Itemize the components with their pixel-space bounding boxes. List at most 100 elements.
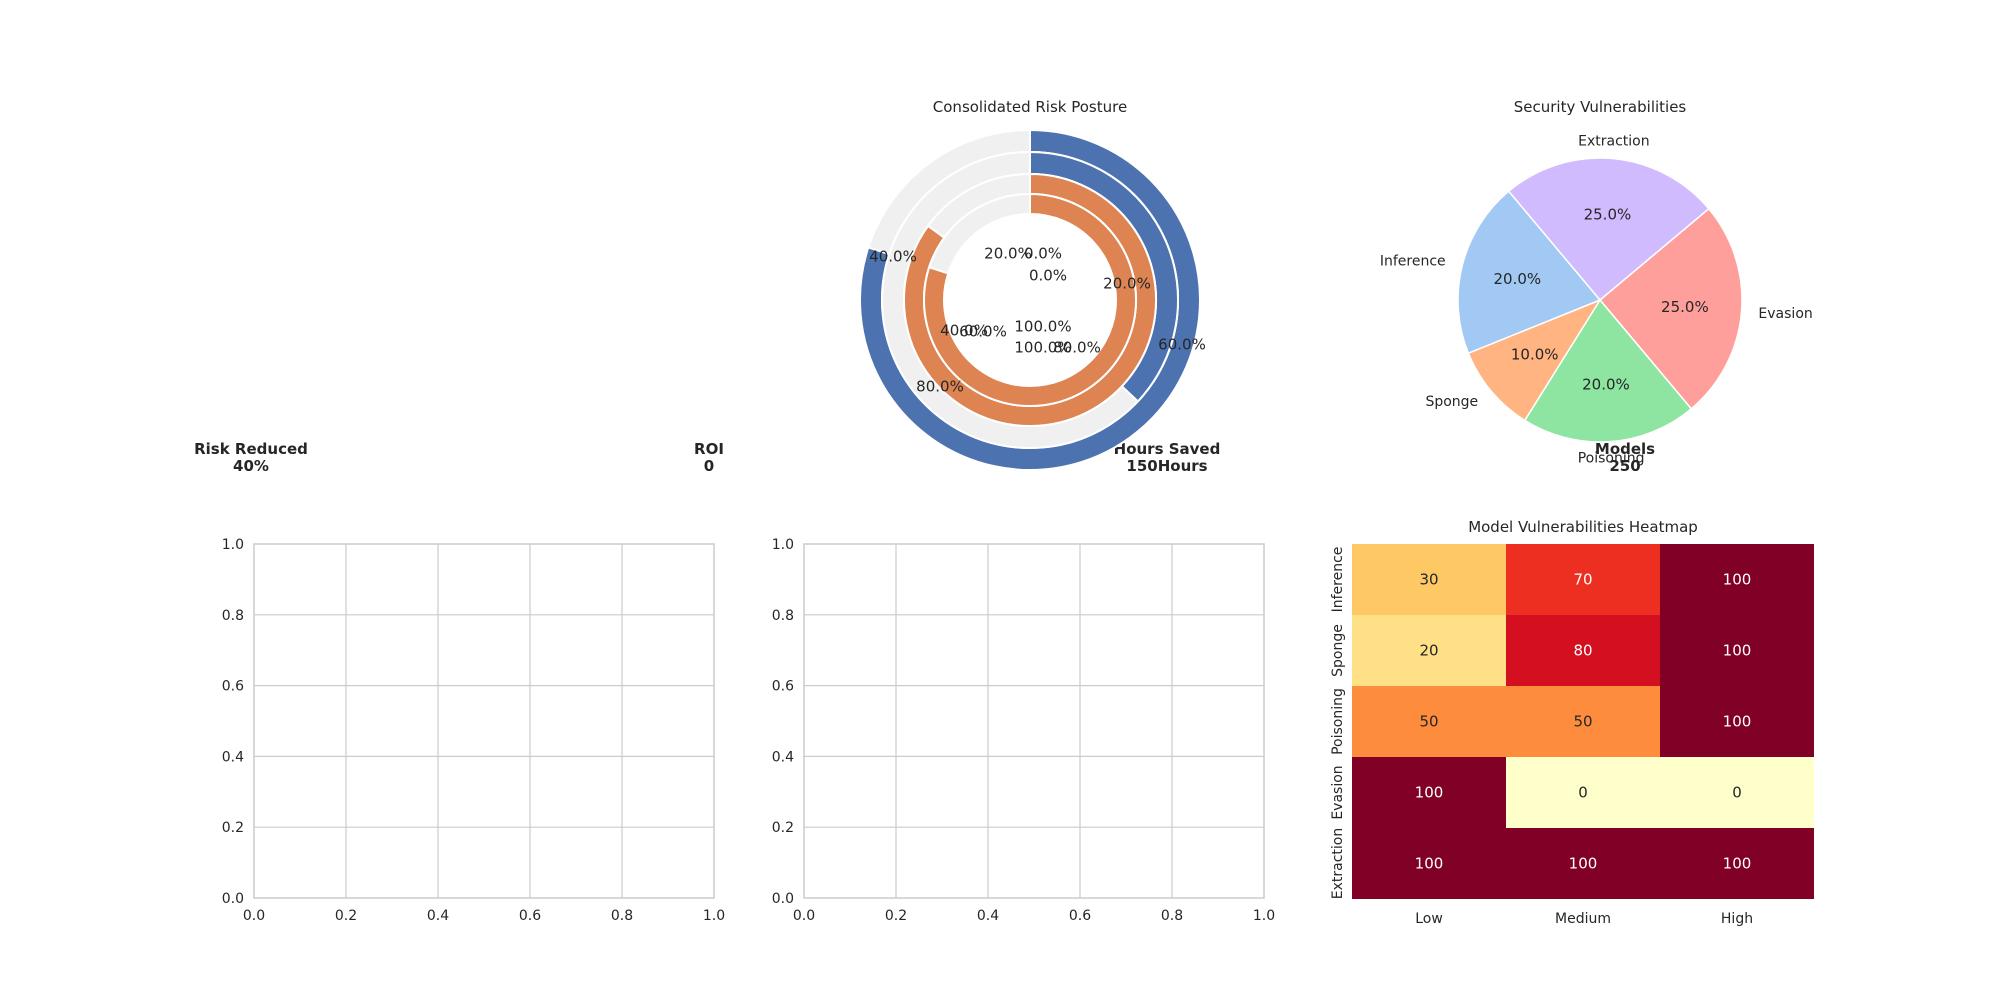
heatmap-cell-value: 100 [1569, 855, 1598, 873]
heatmap-column-label: High [1721, 911, 1753, 927]
heatmap-cell [1352, 544, 1506, 615]
y-tick-label: 0.6 [772, 679, 794, 695]
heatmap-column-label: Low [1415, 911, 1443, 927]
kpi-label: Models [1594, 440, 1656, 458]
tick-label: 40.0% [940, 322, 988, 340]
kpi-label: Risk Reduced [194, 440, 308, 458]
x-tick-label: 1.0 [1253, 908, 1275, 924]
kpi-value: 0 [703, 457, 715, 475]
kpi-value: 250 [1609, 457, 1641, 475]
tick-label: 60.0% [1158, 336, 1206, 354]
x-tick-label: 1.0 [703, 908, 725, 924]
heatmap-column-label: Medium [1555, 911, 1611, 927]
tick-label: 80.0% [916, 378, 964, 396]
chart-title: Security Vulnerabilities [1514, 98, 1687, 116]
x-tick-label: 0.8 [1161, 908, 1183, 924]
y-tick-label: 0.4 [222, 749, 244, 765]
tick-label: 0.0% [1029, 267, 1067, 285]
heatmap-cell-value: 100 [1723, 642, 1752, 660]
kpi-hours-saved: Hours Saved 150Hours [1114, 441, 1221, 475]
pie-slice [1467, 298, 1602, 422]
x-tick-label: 0.8 [611, 908, 633, 924]
heatmap-cell [1352, 615, 1506, 686]
pie-chart: Security Vulnerabilities 25.0% Evasion 20.0… [1380, 98, 1813, 467]
y-tick-label: 0.0 [222, 891, 244, 907]
x-tick-label: 0.2 [885, 908, 907, 924]
slice-value-label: 25.0% [1584, 206, 1632, 224]
heatmap-cell [1660, 757, 1814, 828]
heatmap-cell-value: 0 [1578, 784, 1588, 802]
heatmap-cell-value: 100 [1415, 855, 1444, 873]
heatmap-cell [1352, 757, 1506, 828]
pie-slice [1598, 207, 1743, 410]
empty-axes-middle: 0.0 0.2 0.4 0.6 0.8 1.0 0.0 0.2 0.4 0.6 0.8 1.0 [772, 537, 1275, 924]
heatmap-row-label: Sponge [1330, 624, 1346, 677]
ring-bar [923, 192, 1137, 407]
heatmap-row-label: Inference [1330, 547, 1346, 613]
heatmap-cell-value: 50 [1573, 713, 1592, 731]
tick-label: 0.0% [1024, 245, 1062, 263]
heatmap-cell [1660, 686, 1814, 757]
slice-value-label: 25.0% [1661, 298, 1709, 316]
heatmap-cell [1660, 828, 1814, 899]
kpi-risk-reduced: Risk Reduced 40% [194, 441, 308, 475]
y-tick-label: 1.0 [772, 537, 794, 553]
pie-slice [1507, 157, 1710, 302]
heatmap-cell-value: 100 [1723, 713, 1752, 731]
y-tick-label: 0.0 [772, 891, 794, 907]
heatmap-cell-value: 100 [1415, 784, 1444, 802]
heatmap-cell-value: 50 [1419, 713, 1438, 731]
tick-label: 20.0% [1103, 275, 1151, 293]
slice-category-label: Evasion [1758, 306, 1812, 322]
heatmap-cell-value: 70 [1573, 571, 1592, 589]
y-tick-label: 0.4 [772, 749, 794, 765]
slice-category-label: Inference [1380, 254, 1446, 270]
heatmap-cell-value: 20 [1419, 642, 1438, 660]
heatmap-cell [1660, 615, 1814, 686]
heatmap-cell [1506, 757, 1660, 828]
tick-label: 80.0% [1053, 339, 1101, 357]
x-tick-label: 0.6 [1069, 908, 1091, 924]
pie-slice [1523, 298, 1693, 443]
heatmap-chart: Model Vulnerabilities Heatmap 30 70 100 20 80… [1330, 518, 1814, 927]
tick-label: 40.0% [869, 248, 917, 266]
heatmap-cell [1506, 615, 1660, 686]
empty-axes-left: 0.0 0.2 0.4 0.6 0.8 1.0 0.0 0.2 0.4 0.6 0.8 1.0 [222, 537, 725, 924]
tick-label: 100.0% [1014, 339, 1071, 357]
tick-label: 100.0% [1014, 318, 1071, 336]
heatmap-cell [1352, 828, 1506, 899]
x-tick-label: 0.0 [793, 908, 815, 924]
heatmap-row-label: Extraction [1330, 828, 1346, 899]
heatmap-row-label: Evasion [1330, 765, 1346, 819]
heatmap-cell-value: 100 [1723, 855, 1752, 873]
pie-slice [1457, 190, 1602, 355]
kpi-roi: ROI 0 [694, 441, 724, 475]
heatmap-cell-value: 100 [1723, 571, 1752, 589]
x-tick-label: 0.4 [427, 908, 449, 924]
heatmap-cell [1506, 544, 1660, 615]
heatmap-cell-value: 80 [1573, 642, 1592, 660]
slice-value-label: 20.0% [1582, 375, 1630, 393]
tick-label: 20.0% [984, 245, 1032, 263]
kpi-label: Hours Saved [1113, 440, 1221, 458]
slice-value-label: 10.0% [1511, 345, 1559, 363]
slice-category-label: Extraction [1578, 134, 1649, 150]
heatmap-cell [1506, 828, 1660, 899]
y-tick-label: 0.8 [772, 608, 794, 624]
slice-category-label: Poisoning [1578, 451, 1645, 467]
y-tick-label: 0.8 [222, 608, 244, 624]
kpi-models: Models 250 [1595, 441, 1655, 475]
heatmap-cell-value: 30 [1419, 571, 1438, 589]
heatmap-cell [1660, 544, 1814, 615]
plot-area [803, 543, 1265, 899]
heatmap-cell [1506, 686, 1660, 757]
heatmap-cell-value: 0 [1732, 784, 1742, 802]
tick-label: 60.0% [959, 323, 1007, 341]
plot-area [253, 543, 715, 899]
y-tick-label: 1.0 [222, 537, 244, 553]
y-tick-label: 0.2 [222, 820, 244, 836]
y-tick-label: 0.2 [772, 820, 794, 836]
chart-title: Consolidated Risk Posture [933, 98, 1127, 116]
heatmap-row-label: Poisoning [1330, 688, 1346, 755]
